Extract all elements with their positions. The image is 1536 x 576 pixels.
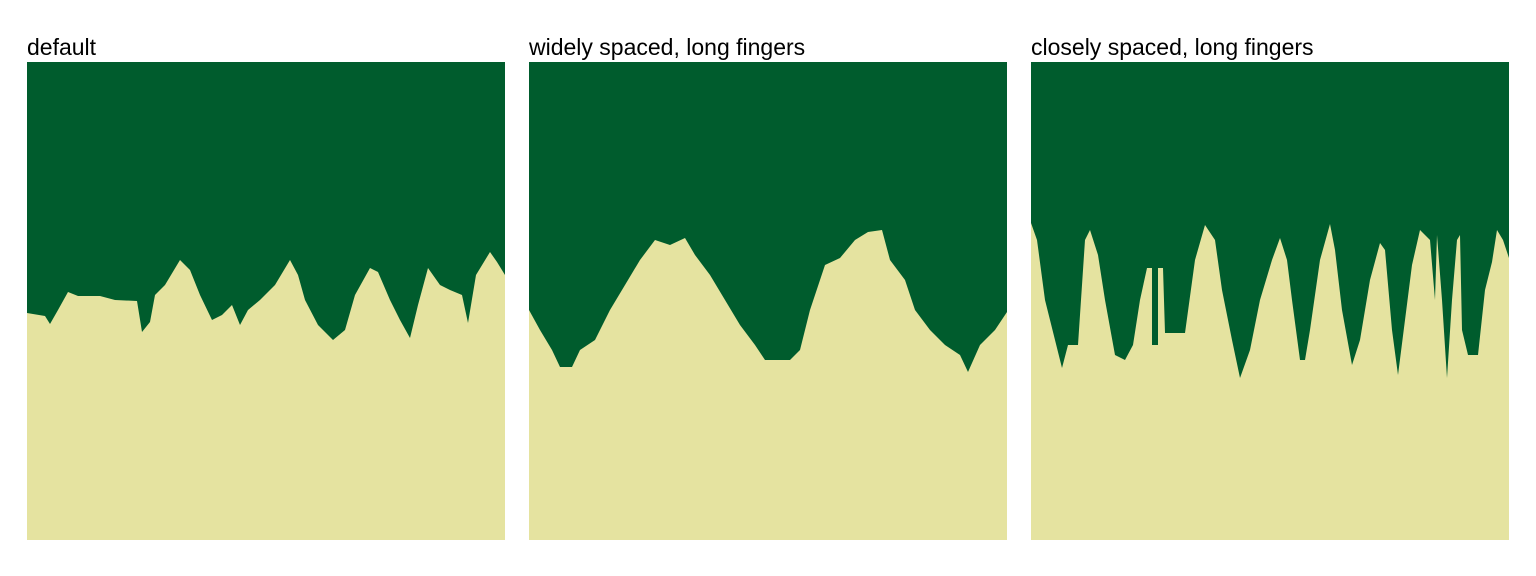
panel: widely spaced, long fingers bbox=[528, 34, 1007, 540]
upper-region bbox=[529, 62, 1007, 372]
panel-title: default bbox=[27, 34, 97, 60]
panel: closely spaced, long fingers bbox=[1031, 34, 1509, 540]
upper-region bbox=[1031, 62, 1509, 378]
panel: default bbox=[27, 34, 505, 540]
upper-region bbox=[27, 62, 505, 340]
panel-title: closely spaced, long fingers bbox=[1031, 34, 1314, 60]
panel-title: widely spaced, long fingers bbox=[528, 34, 805, 60]
